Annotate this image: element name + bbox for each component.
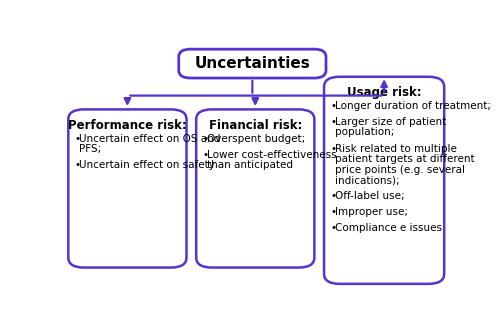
Text: •: • bbox=[330, 223, 336, 233]
FancyBboxPatch shape bbox=[179, 49, 326, 78]
FancyBboxPatch shape bbox=[68, 110, 186, 268]
Text: Risk related to multiple: Risk related to multiple bbox=[335, 143, 457, 154]
Text: •: • bbox=[330, 117, 336, 127]
Text: Overspent budget;: Overspent budget; bbox=[207, 134, 306, 143]
Text: Uncertain effect on safety: Uncertain effect on safety bbox=[79, 160, 215, 170]
FancyBboxPatch shape bbox=[324, 77, 444, 284]
Text: •: • bbox=[74, 160, 80, 170]
Text: Financial risk:: Financial risk: bbox=[208, 119, 302, 132]
Text: Usage risk:: Usage risk: bbox=[347, 86, 422, 99]
Text: •: • bbox=[202, 134, 208, 143]
Text: •: • bbox=[330, 207, 336, 217]
Text: Off-label use;: Off-label use; bbox=[335, 191, 404, 201]
Text: Improper use;: Improper use; bbox=[335, 207, 408, 217]
Text: •: • bbox=[330, 191, 336, 201]
Text: Longer duration of treatment;: Longer duration of treatment; bbox=[335, 101, 491, 111]
Text: •: • bbox=[74, 134, 80, 143]
Text: patient targets at different: patient targets at different bbox=[335, 154, 474, 164]
Text: •: • bbox=[202, 150, 208, 159]
Text: •: • bbox=[330, 101, 336, 111]
Text: Compliance e issues: Compliance e issues bbox=[335, 223, 442, 233]
Text: Performance risk:: Performance risk: bbox=[68, 119, 187, 132]
Text: •: • bbox=[330, 143, 336, 154]
Text: Uncertainties: Uncertainties bbox=[194, 56, 310, 71]
Text: Larger size of patient: Larger size of patient bbox=[335, 117, 446, 127]
Text: Uncertain effect on OS and: Uncertain effect on OS and bbox=[79, 134, 221, 143]
Text: price points (e.g. several: price points (e.g. several bbox=[335, 165, 465, 175]
FancyBboxPatch shape bbox=[196, 110, 314, 268]
Text: Lower cost-effectiveness: Lower cost-effectiveness bbox=[207, 150, 336, 159]
Text: than anticipated: than anticipated bbox=[207, 160, 293, 170]
Text: indications);: indications); bbox=[335, 175, 400, 185]
Text: PFS;: PFS; bbox=[79, 144, 102, 154]
Text: population;: population; bbox=[335, 127, 394, 138]
